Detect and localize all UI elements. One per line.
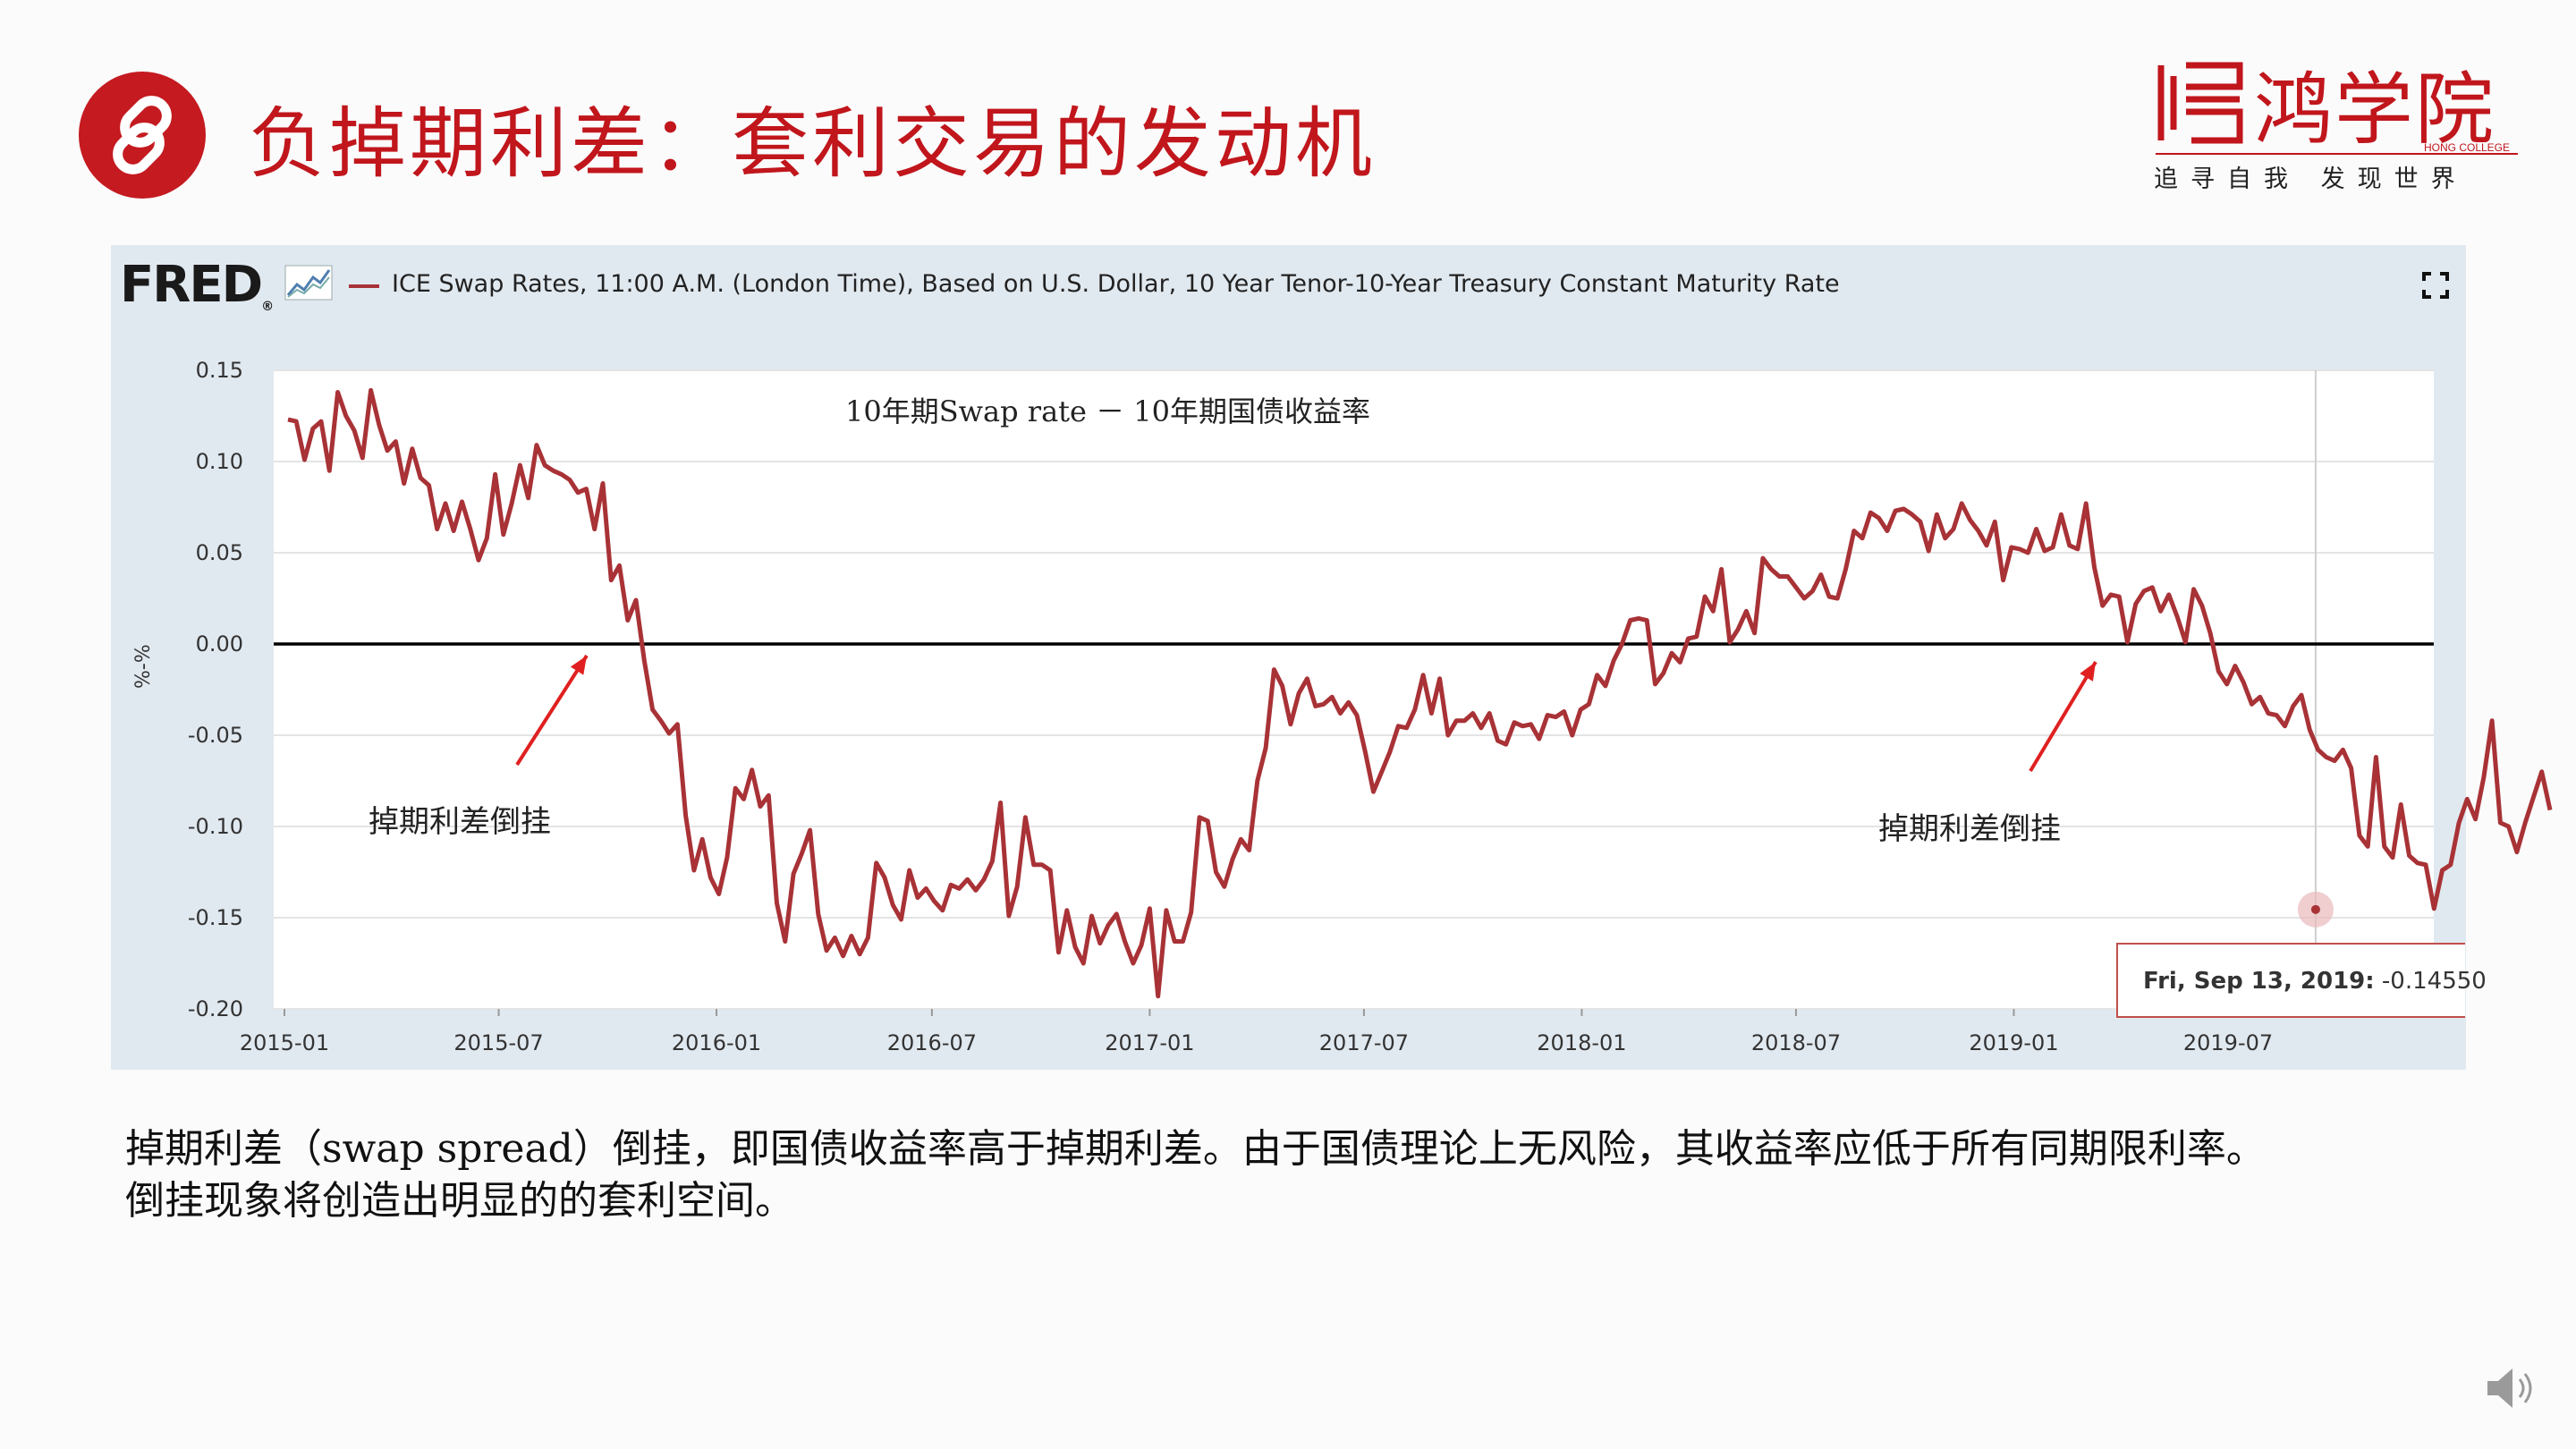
x-tick-label: 2015-07 bbox=[453, 1030, 543, 1055]
annotation-arrow bbox=[2029, 660, 2097, 773]
fullscreen-icon[interactable] bbox=[2420, 270, 2451, 301]
x-tick-label: 2019-01 bbox=[1969, 1030, 2058, 1055]
chart-annotation-title: 10年期Swap rate － 10年期国债收益率 bbox=[845, 394, 1370, 428]
annotation-arrowhead bbox=[570, 656, 587, 675]
college-logo-english: HONG COLLEGE bbox=[2424, 141, 2511, 154]
series-lines bbox=[287, 387, 2553, 999]
hover-tooltip: Fri, Sep 13, 2019: -0.14550 bbox=[2116, 943, 2487, 1018]
logo-divider bbox=[2156, 153, 2518, 155]
series-line bbox=[287, 387, 2553, 999]
college-seal-icon bbox=[2157, 62, 2243, 144]
fred-logo[interactable]: FRED® bbox=[120, 256, 274, 314]
highlight-marker bbox=[2297, 891, 2334, 928]
annotation-label: 掉期利差倒挂 bbox=[369, 804, 551, 840]
annotation-arrow bbox=[515, 654, 589, 767]
annotation-label: 掉期利差倒挂 bbox=[1878, 811, 2061, 847]
y-tick-label: 0.15 bbox=[196, 358, 243, 383]
link-icon bbox=[79, 72, 206, 199]
legend-series-swatch bbox=[349, 284, 379, 288]
y-tick-label: -0.10 bbox=[188, 814, 243, 839]
x-tick-label: 2018-07 bbox=[1751, 1030, 1841, 1055]
y-tick-label: -0.15 bbox=[188, 905, 243, 930]
tooltip-date: Fri, Sep 13, 2019: bbox=[2143, 968, 2375, 995]
series-title: ICE Swap Rates, 11:00 A.M. (London Time)… bbox=[392, 270, 1840, 298]
x-tick-label: 2017-07 bbox=[1319, 1030, 1409, 1055]
x-tick-label: 2015-01 bbox=[240, 1030, 329, 1055]
x-axis-ticks: 2015-01 2015-07 2016-01 2016-07 2017-01 2017-… bbox=[240, 1009, 2273, 1055]
plot-area bbox=[274, 370, 2434, 1009]
x-tick-label: 2016-01 bbox=[672, 1030, 761, 1055]
college-slogan: 追寻自我 发现世界 bbox=[2154, 165, 2468, 193]
body-line-1: 掉期利差（swap spread）倒挂，即国债收益率高于掉期利差。由于国债理论上… bbox=[125, 1126, 2266, 1172]
x-tick-label: 2019-07 bbox=[2183, 1030, 2273, 1055]
y-axis-ticks: 0.15 0.10 0.05 0.00 -0.05 -0.10 -0.15 -0.20 bbox=[188, 358, 243, 1021]
body-text: 掉期利差（swap spread）倒挂，即国债收益率高于掉期利差。由于国债理论上… bbox=[125, 1123, 2469, 1227]
fred-sparkline-icon bbox=[284, 265, 333, 301]
y-tick-label: 0.00 bbox=[196, 631, 243, 657]
x-tick-label: 2018-01 bbox=[1537, 1030, 1626, 1055]
slide-title: 负掉期利差：套利交易的发动机 bbox=[249, 99, 1376, 189]
y-tick-label: -0.05 bbox=[188, 723, 243, 748]
highlight-point bbox=[2310, 904, 2320, 914]
speaker-icon[interactable] bbox=[2482, 1360, 2539, 1417]
college-logo-name: 鸿学院 bbox=[2254, 64, 2496, 156]
x-tick-label: 2017-01 bbox=[1105, 1030, 1194, 1055]
body-line-2: 倒挂现象将创造出明显的的套利空间。 bbox=[125, 1178, 794, 1224]
y-tick-label: -0.20 bbox=[188, 996, 243, 1021]
annotation-arrowhead bbox=[2080, 662, 2096, 682]
college-logo bbox=[2151, 54, 2536, 197]
x-tick-label: 2016-07 bbox=[887, 1030, 977, 1055]
y-tick-label: 0.10 bbox=[196, 449, 243, 474]
tooltip-value: -0.14550 bbox=[2381, 968, 2487, 995]
y-tick-label: 0.05 bbox=[196, 540, 243, 565]
